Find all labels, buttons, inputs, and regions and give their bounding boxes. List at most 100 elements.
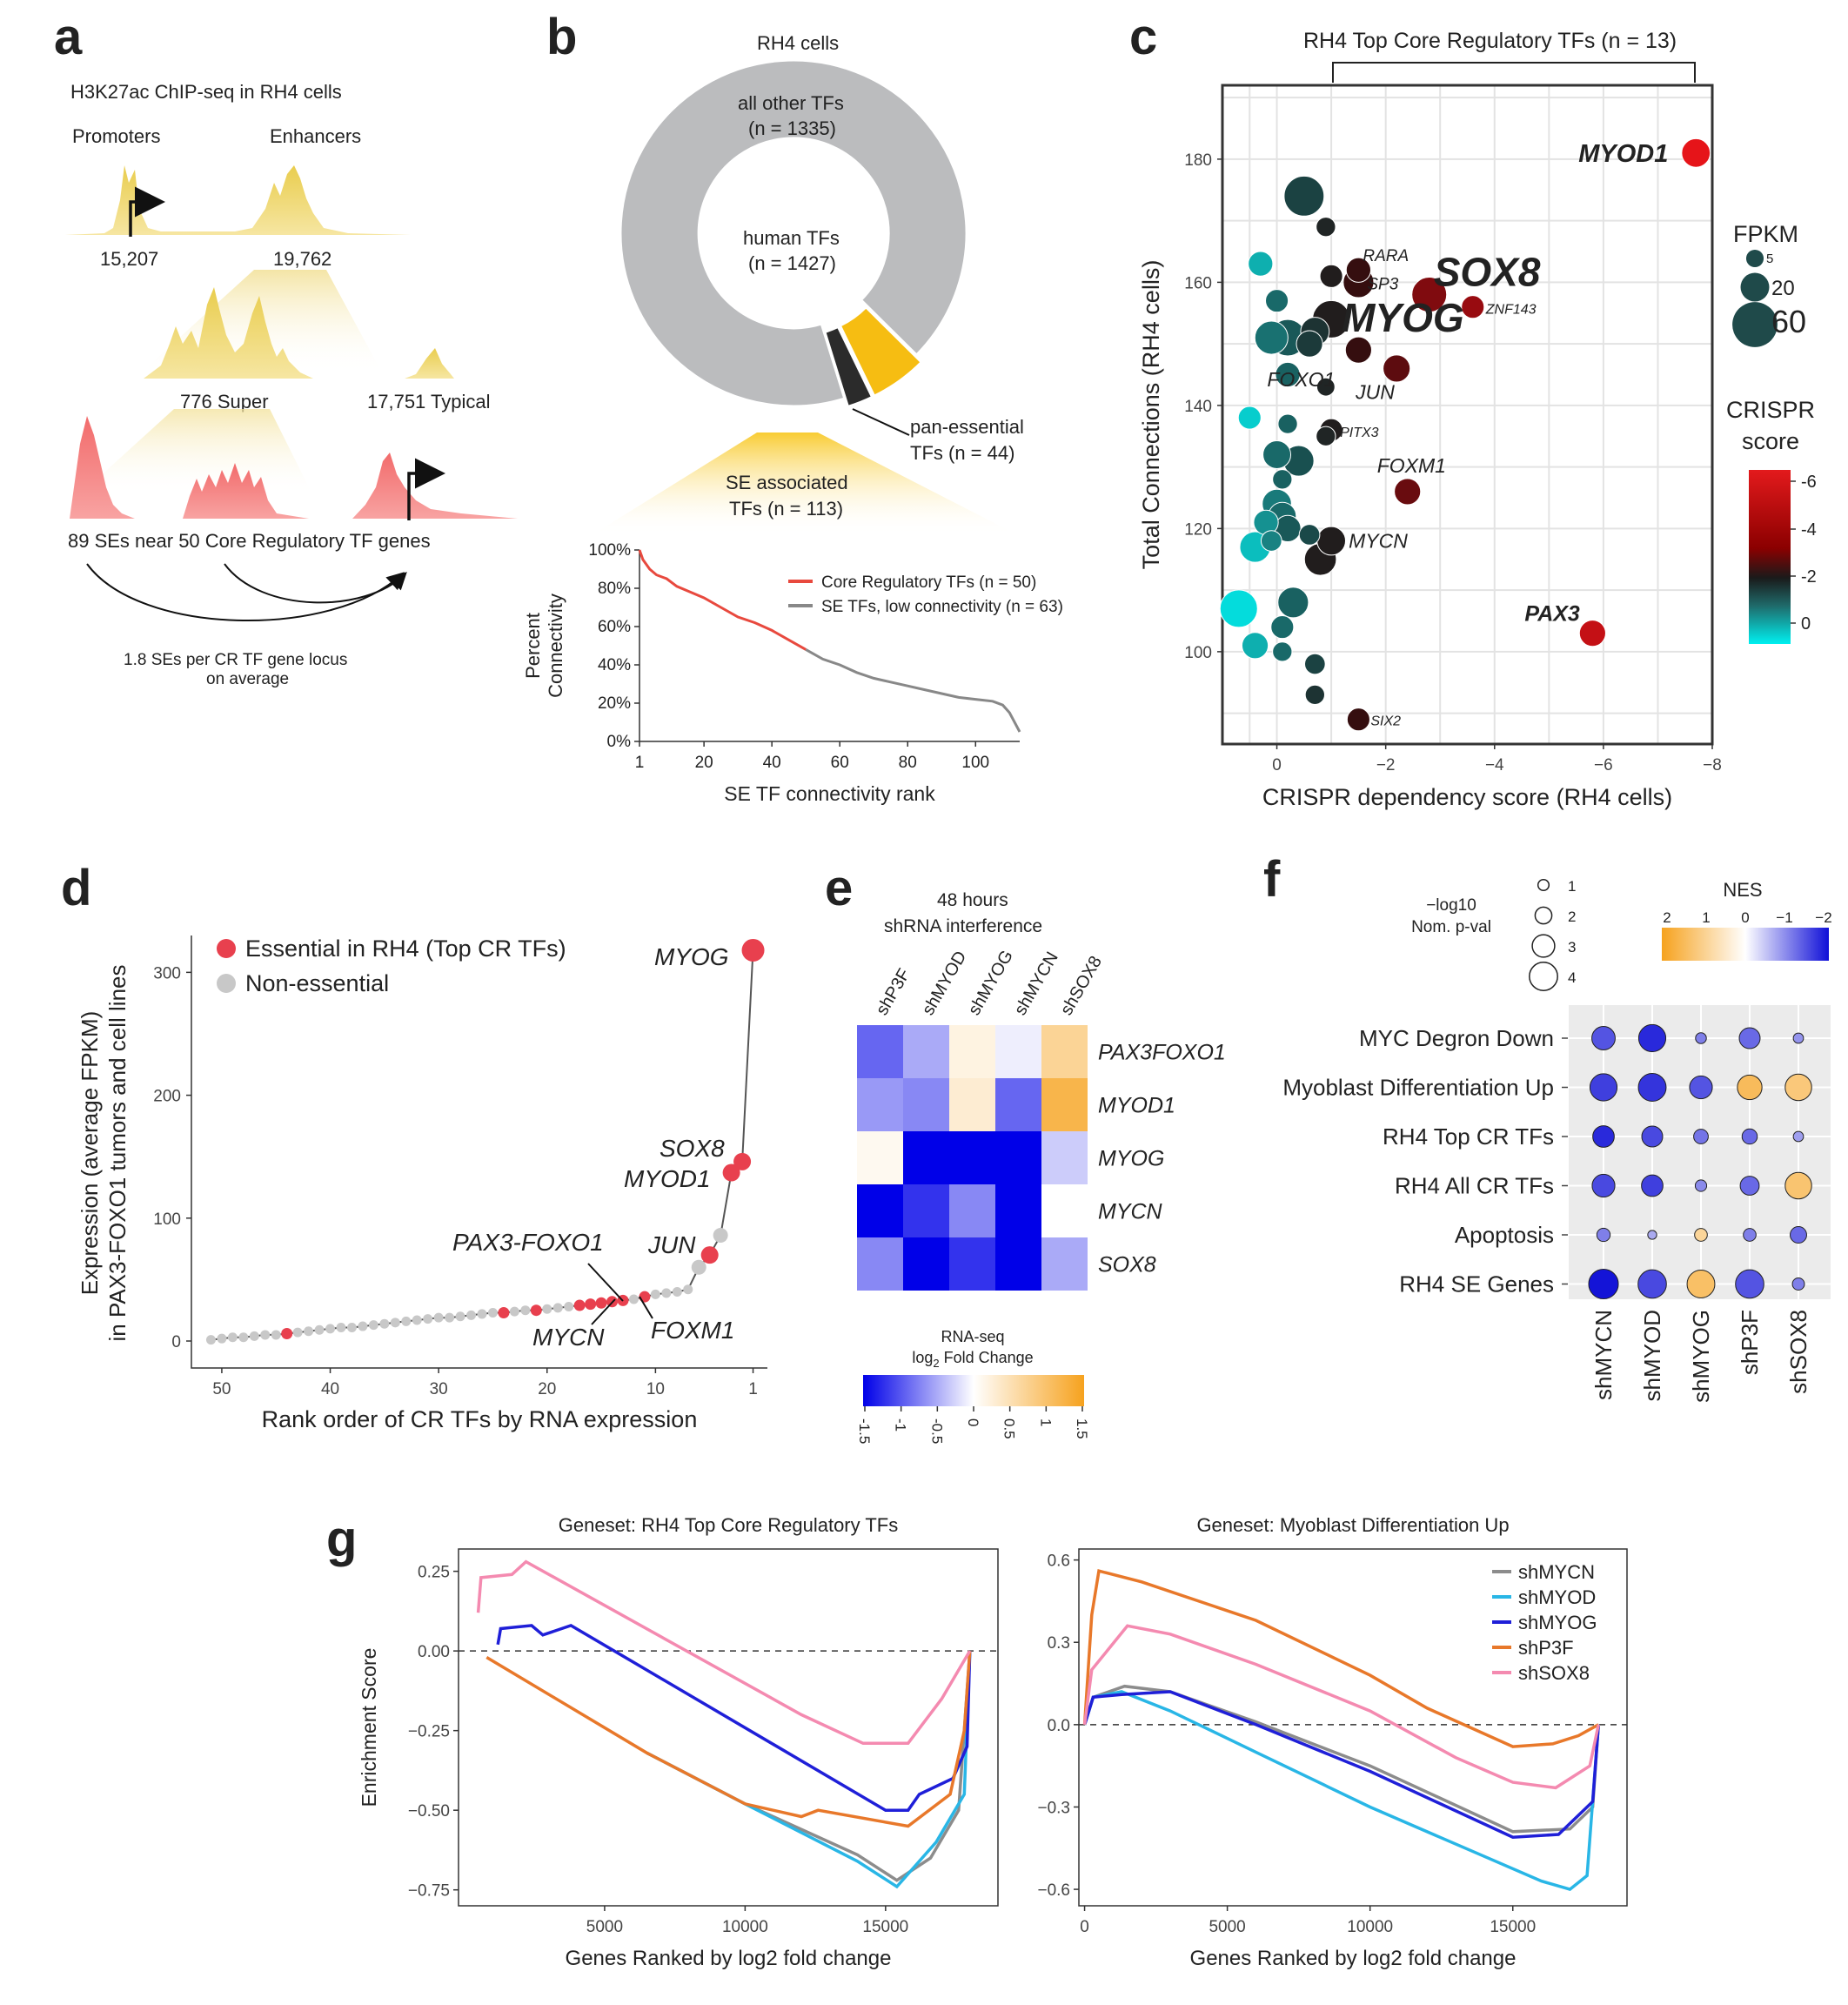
f-dot — [1689, 1075, 1713, 1100]
donut-center-1: human TFs — [743, 227, 840, 249]
d-point — [271, 1330, 281, 1340]
enhancers-label: Enhancers — [270, 125, 361, 147]
c-crispr-tick-label: -4 — [1801, 520, 1817, 540]
d-leader-foxm1 — [639, 1296, 653, 1319]
c-bubble — [1260, 530, 1282, 552]
se-label-1: SE associated — [726, 472, 848, 493]
g-ytick-label-5: −0.25 — [408, 1723, 450, 1741]
g-xtick-label-5: 15000 — [862, 1918, 908, 1936]
g-ytick-label-6: 0.0 — [1048, 1717, 1070, 1735]
f-dot — [1694, 1228, 1708, 1242]
g-title-5: Geneset: RH4 Top Core Regulatory TFs — [559, 1514, 898, 1536]
c-point-label: FOXM1 — [1377, 454, 1446, 477]
g-legend-label-1: shMYOD — [1518, 1586, 1596, 1608]
d-ylabel-2: in PAX3-FOXO1 tumors and cell lines — [104, 964, 131, 1341]
e-heat-cell — [1041, 1025, 1088, 1078]
d-point — [336, 1322, 346, 1332]
e-legend-tick-label: -0.5 — [928, 1418, 945, 1444]
e-legend-tick-label: 1.5 — [1074, 1418, 1090, 1439]
c-bubble — [1681, 137, 1711, 168]
b-xtick-label: 60 — [831, 754, 849, 772]
f-dot — [1784, 1073, 1812, 1102]
c-bubble — [1272, 469, 1293, 490]
d-point — [498, 1307, 510, 1319]
f-nes-tick-label: −2 — [1815, 909, 1831, 926]
e-heat-cell — [995, 1184, 1041, 1237]
f-dot — [1641, 1125, 1664, 1148]
c-bubble — [1316, 217, 1336, 238]
e-legend-title-1: RNA-seq — [941, 1328, 1004, 1345]
d-leader-pax3foxo1 — [587, 1263, 624, 1302]
c-point-label: JUN — [1355, 380, 1395, 403]
b-ylabel-2: Connectivity — [545, 593, 566, 698]
se-label-2: TFs (n = 113) — [729, 498, 843, 520]
c-bubble — [1254, 320, 1289, 355]
b-ytick-label: 100% — [588, 541, 631, 560]
panel-letter-d: d — [61, 860, 91, 916]
d-point — [573, 1299, 586, 1311]
d-axes — [191, 935, 767, 1369]
f-dot — [1596, 1227, 1611, 1243]
d-point — [238, 1332, 249, 1343]
f-dot — [1589, 1073, 1618, 1102]
g-series-6-1 — [1082, 1690, 1600, 1892]
panel-e: 48 hours shRNA interference shP3F shMYODs… — [856, 890, 1226, 1444]
c-point-label: MYCN — [1349, 530, 1408, 553]
gsea-left-chart: Geneset: RH4 Top Core Regulatory TFs 0.25… — [358, 1514, 999, 1970]
d-gene-label: MYCN — [532, 1324, 605, 1351]
c-xtick-label: 0 — [1272, 756, 1282, 775]
d-point — [217, 1333, 227, 1344]
g-series-6-3 — [1082, 1569, 1600, 1748]
curved-arrow-1 — [86, 563, 405, 622]
footnote-2: on average — [206, 670, 289, 688]
c-xtick-label: −6 — [1594, 756, 1613, 775]
b-legend-label-0: Core Regulatory TFs (n = 50) — [821, 573, 1036, 592]
f-dot — [1738, 1027, 1761, 1049]
c-bubble — [1345, 257, 1372, 283]
c-point-label: RARA — [1363, 247, 1409, 265]
d-ytick-label: 300 — [153, 964, 181, 982]
d-xtick-label: 10 — [646, 1380, 665, 1398]
d-point — [564, 1301, 574, 1311]
d-point — [466, 1310, 477, 1320]
f-column-label: shMYOG — [1688, 1310, 1714, 1403]
e-legend-title-2: log2 Fold Change — [912, 1349, 1033, 1370]
d-point — [733, 1152, 752, 1170]
f-row-label: Apoptosis — [1455, 1222, 1554, 1248]
d-point — [691, 1259, 706, 1275]
c-bubble — [1237, 406, 1262, 430]
e-legend-tick-label: 0 — [965, 1418, 981, 1426]
f-dot — [1693, 1129, 1709, 1144]
g-series-5-3 — [485, 1650, 972, 1828]
c-fpkm-legend-dot — [1732, 302, 1778, 347]
e-legend-sub: 2 — [933, 1357, 939, 1370]
e-heat-cell — [949, 1025, 995, 1078]
nes-dot-plot: MYC Degron Down Myoblast Differentiation … — [1282, 878, 1831, 1403]
b-ytick-label: 60% — [598, 618, 631, 636]
g-xtick-label-6: 0 — [1080, 1918, 1089, 1936]
donut-chart — [619, 58, 968, 409]
f-pval-title-1: −log10 — [1426, 896, 1476, 915]
d-point — [520, 1305, 531, 1316]
d-point — [358, 1321, 368, 1331]
panel-letter-c: c — [1129, 9, 1157, 65]
b-legend-label-1: SE TFs, low connectivity (n = 63) — [821, 598, 1063, 616]
d-point — [304, 1326, 314, 1337]
f-nes-colorbar — [1662, 928, 1829, 961]
curved-arrow-2 — [224, 563, 407, 604]
f-dot — [1591, 1026, 1616, 1050]
pan-label-1: pan-essential — [910, 416, 1024, 438]
f-dot — [1737, 1074, 1763, 1101]
f-pval-legend-dot — [1531, 934, 1556, 958]
c-bubble — [1316, 426, 1336, 446]
f-column-label: shMYCN — [1590, 1310, 1617, 1400]
g-series-5-2 — [496, 1623, 972, 1812]
f-pval-legend-label: 4 — [1568, 969, 1576, 986]
e-legend-tick-label: 1 — [1037, 1418, 1054, 1426]
e-heat-cell — [857, 1025, 903, 1078]
d-point — [249, 1331, 259, 1341]
b-xtick-label: 40 — [763, 754, 781, 772]
f-pval-legend-label: 3 — [1568, 939, 1576, 956]
g-ytick-label-5: −0.75 — [408, 1882, 450, 1901]
